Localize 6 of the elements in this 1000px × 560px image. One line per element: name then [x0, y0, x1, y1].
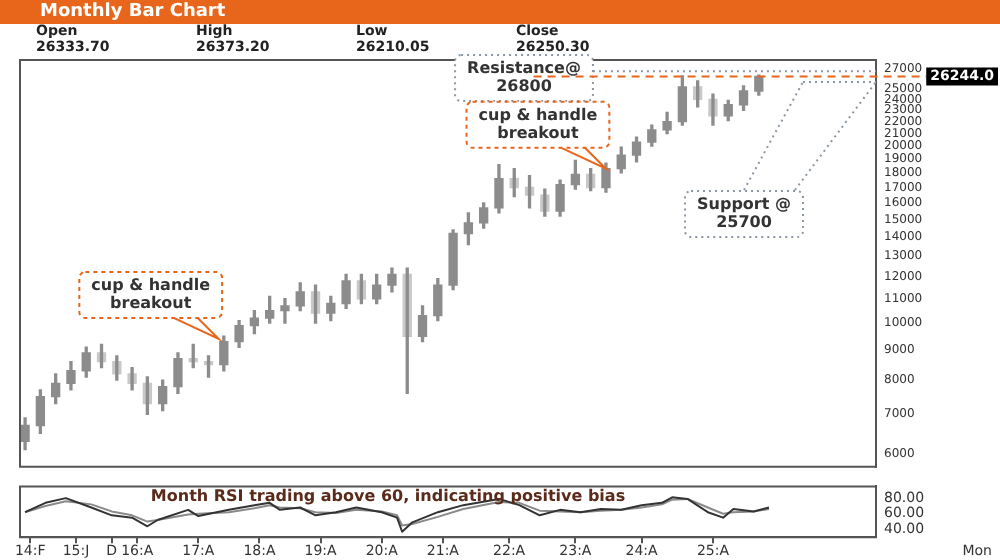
annotation: cup & handle breakout: [91, 276, 212, 313]
ref-line-label: Resistance@ 26800: [467, 59, 581, 96]
annotation: cup & handle breakout: [478, 105, 599, 142]
chart-title: Monthly Bar Chart: [0, 0, 1000, 24]
chart-title: Month RSI trading above 60, indicating positive bias: [150, 486, 626, 505]
ref-line-label: Support @ 25700: [697, 195, 791, 232]
